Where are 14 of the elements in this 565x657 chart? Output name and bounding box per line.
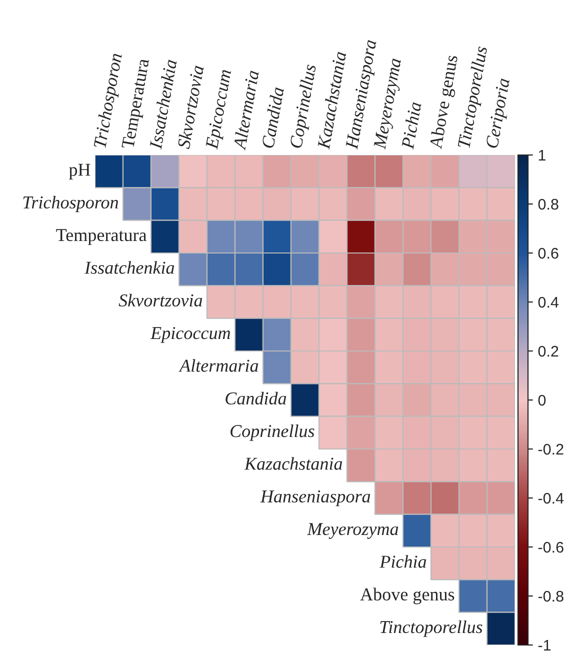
color-bar-label: 0.4 bbox=[538, 296, 559, 308]
x-tick-label: Ceriporia bbox=[486, 78, 514, 150]
y-tick-label: pH bbox=[69, 164, 90, 180]
color-bar-label: 0.2 bbox=[538, 346, 558, 357]
color-bar-label: 1 bbox=[538, 150, 546, 161]
color-bar-label: 0.6 bbox=[538, 248, 558, 259]
color-bar-label: -0.8 bbox=[538, 590, 564, 602]
color-bar-label: -0.4 bbox=[538, 492, 564, 504]
color-bar-label: 0 bbox=[538, 394, 546, 406]
y-tick-label: Pichia bbox=[380, 555, 426, 568]
color-bar-label: -0.6 bbox=[538, 542, 564, 553]
color-bar-label: 0.8 bbox=[538, 198, 558, 210]
color-bar-label: -1 bbox=[538, 640, 551, 651]
color-bar-label: -0.2 bbox=[538, 444, 564, 455]
